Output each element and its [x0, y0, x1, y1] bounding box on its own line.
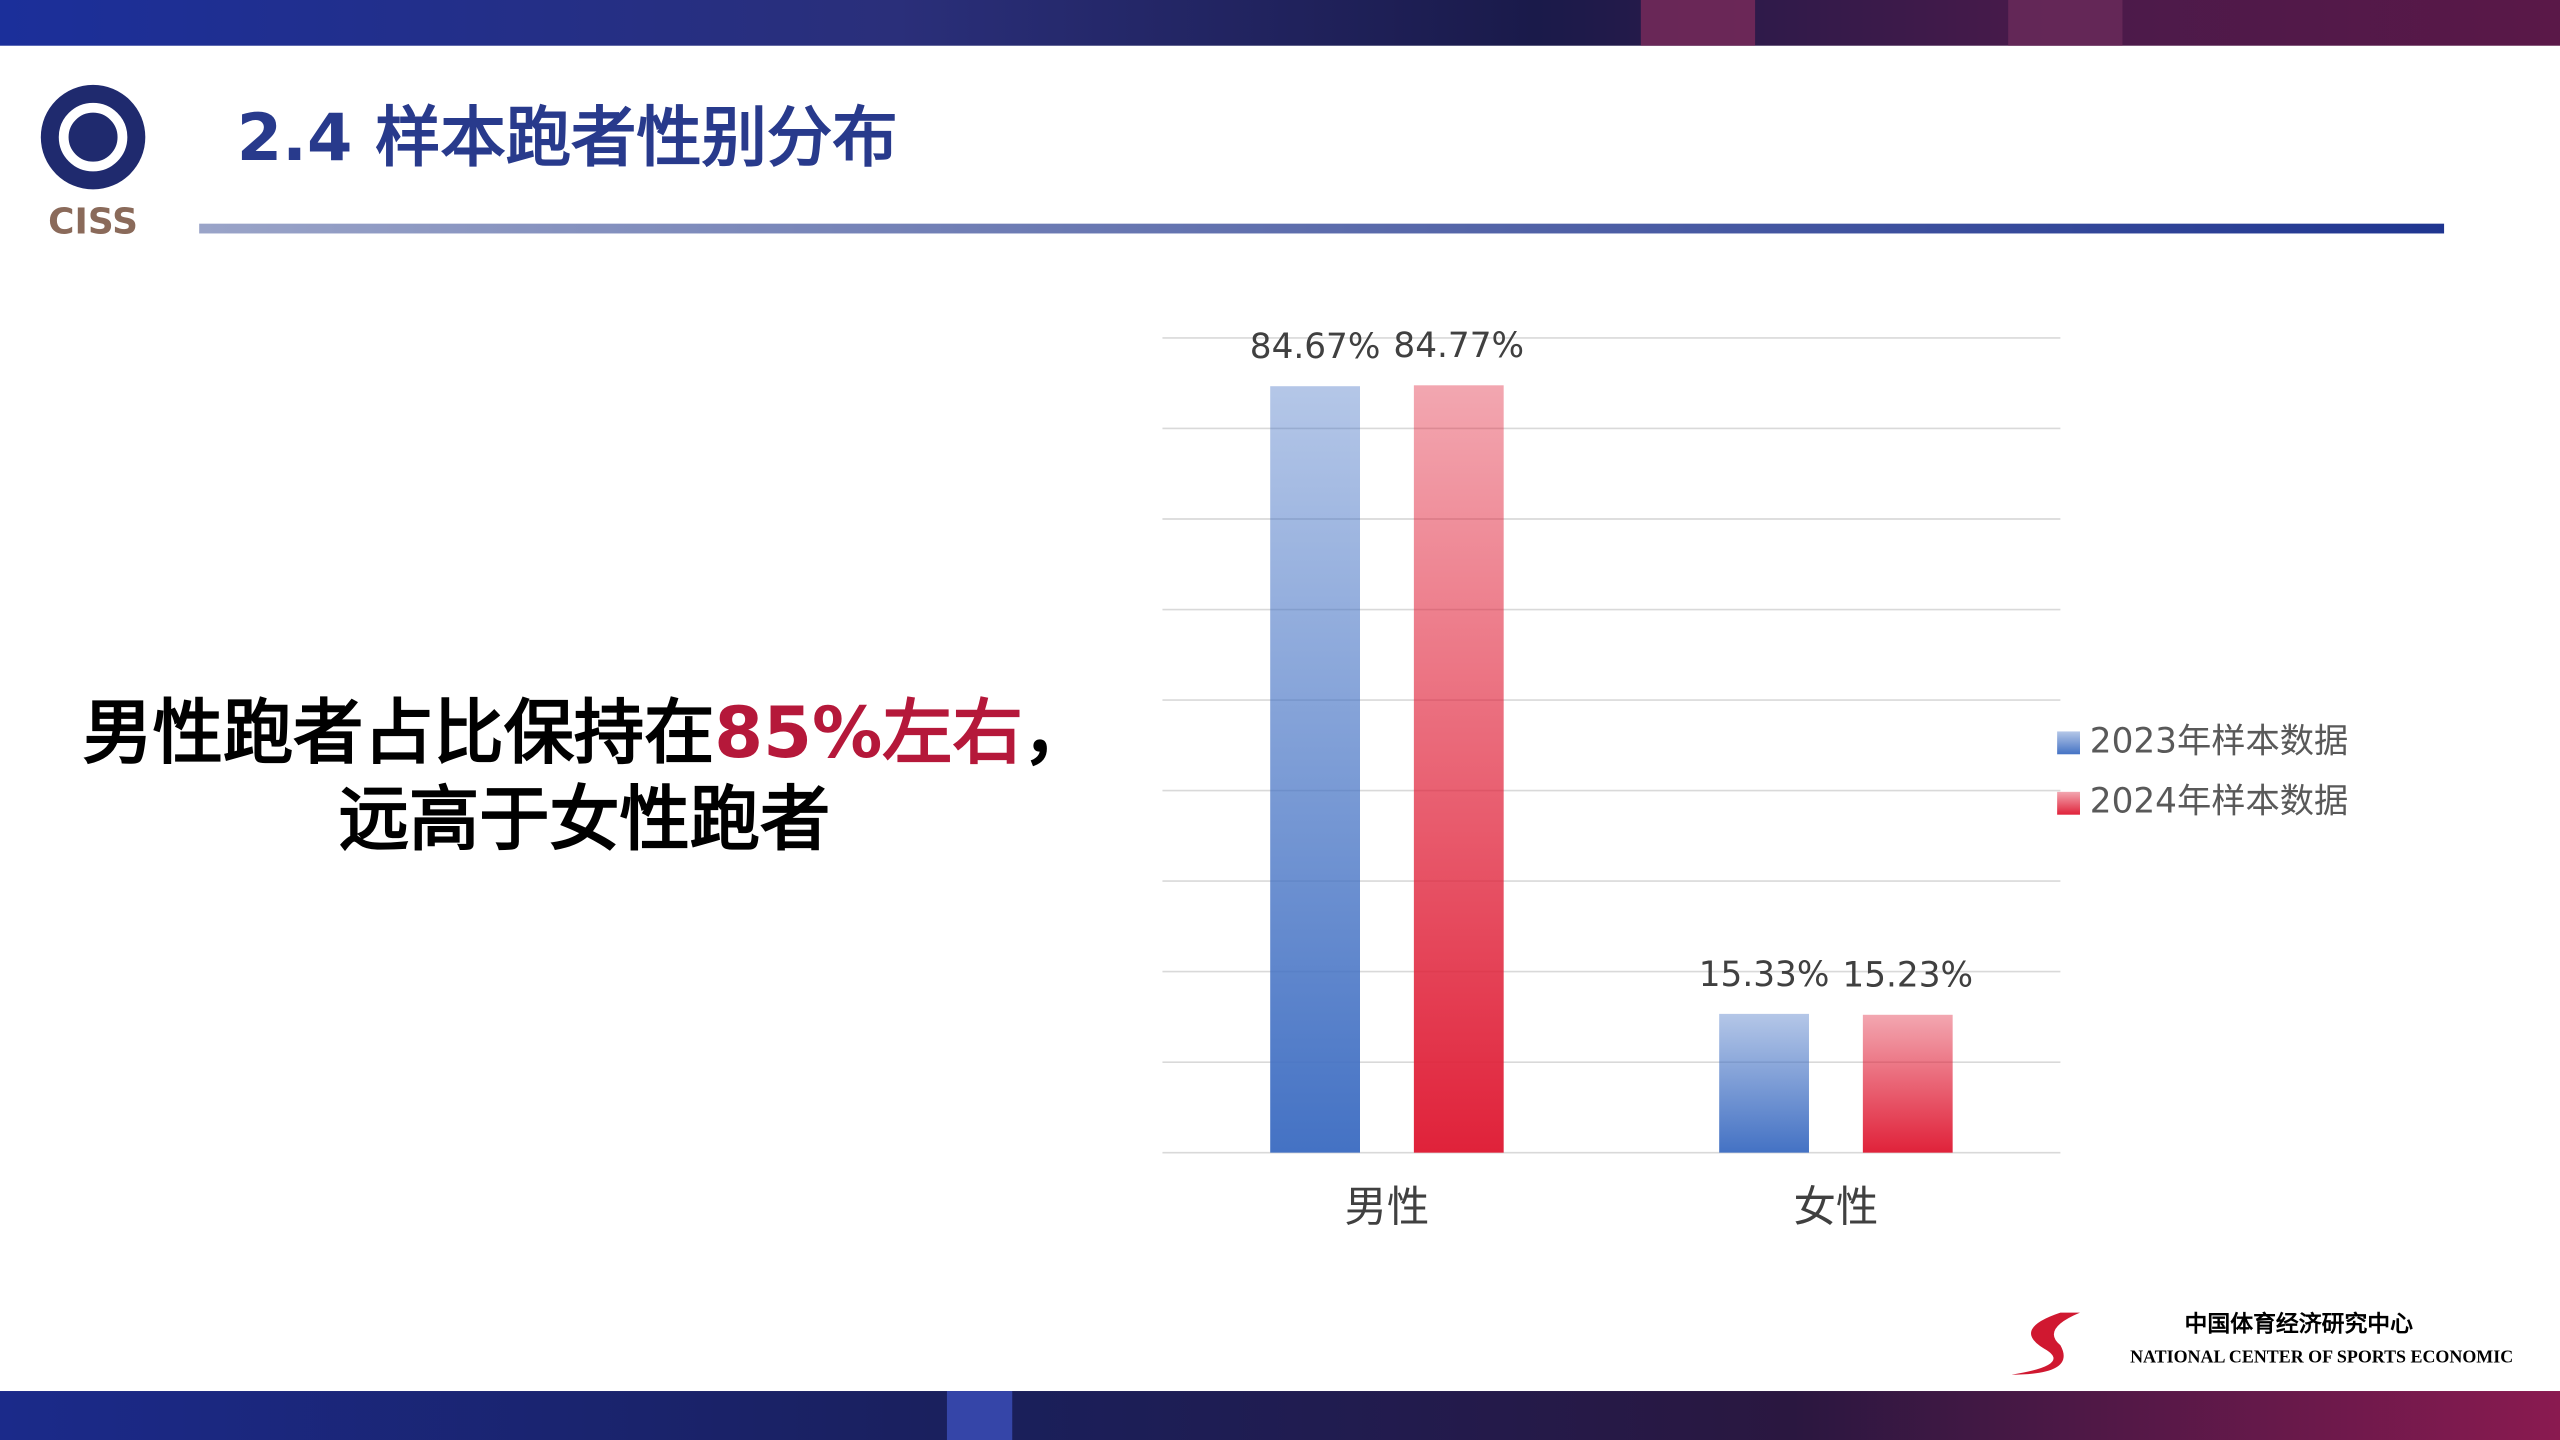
top-band-accent [2008, 0, 2123, 46]
logo [40, 84, 146, 190]
bar [1719, 1013, 1809, 1153]
data-label: 15.33% [1699, 955, 1830, 995]
data-label: 84.67% [1250, 327, 1381, 367]
legend-label: 2023年样本数据 [2090, 721, 2349, 761]
logo-text: CISS [48, 202, 138, 243]
statement-part: ， [1023, 692, 1093, 774]
footer-logo [2011, 1312, 2080, 1375]
top-band-accent [1640, 0, 1756, 46]
chart: 男性 84.67% 84.77% 女性 15.33% 15.23% 2023年样本数据 202… [1162, 326, 2348, 1232]
bar [1862, 1014, 1953, 1153]
legend-swatch [2057, 731, 2080, 755]
bar [1270, 386, 1360, 1153]
legend-swatch [2057, 791, 2080, 815]
footer-name-en: NATIONAL CENTER OF SPORTS ECONOMIC [2130, 1346, 2513, 1366]
x-tick-label: 女性 [1793, 1183, 1878, 1232]
top-band [0, 0, 2560, 46]
statement-part: 85%左右 [714, 692, 1022, 774]
logo [58, 102, 128, 172]
bottom-band [0, 1391, 2560, 1440]
legend-label: 2024年样本数据 [2090, 782, 2349, 822]
statement-line: 远高于女性跑者 [339, 779, 830, 861]
slide-title: 2.4 样本跑者性别分布 [237, 100, 898, 176]
footer-name: 中国体育经济研究中心 [2185, 1311, 2414, 1338]
data-label: 84.77% [1393, 326, 1524, 366]
bottom-band-accent [946, 1391, 1013, 1440]
bar [1413, 385, 1504, 1153]
statement-part: 男性跑者占比保持在 [83, 692, 715, 774]
statement-line: 男性跑者占比保持在85%左右， [83, 692, 1093, 774]
x-tick-label: 男性 [1344, 1183, 1429, 1232]
data-label: 15.23% [1842, 956, 1973, 996]
title-rule [199, 223, 2445, 234]
